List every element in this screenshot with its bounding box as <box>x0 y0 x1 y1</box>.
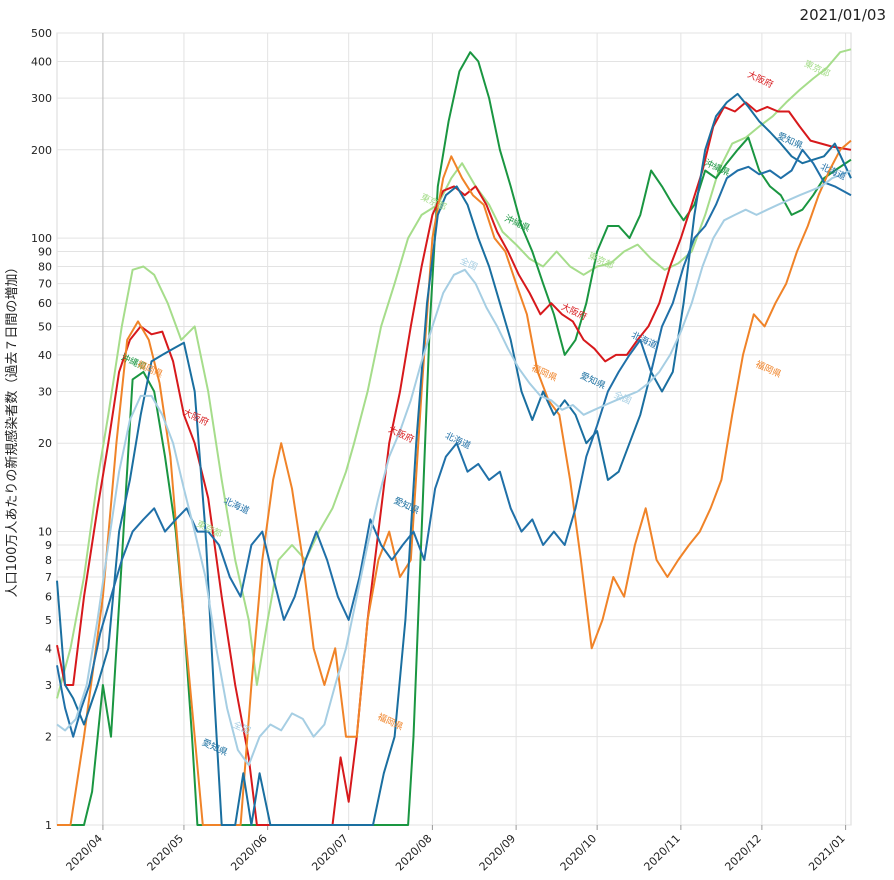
y-tick-label: 20 <box>38 437 52 450</box>
x-tick-label: 2020/10 <box>558 832 600 874</box>
series-label: 沖縄県 <box>503 212 533 234</box>
y-axis-label: 人口100万人あたりの新規感染者数（過去７日間の増加） <box>4 261 20 598</box>
y-tick-label: 3 <box>45 679 52 692</box>
series-line <box>56 169 852 767</box>
x-tick-label: 2020/06 <box>228 832 270 874</box>
y-tick-label: 100 <box>31 232 52 245</box>
x-tick-label: 2020/08 <box>393 832 435 874</box>
series-label: 東京都 <box>586 250 616 272</box>
series-label: 大阪府 <box>746 68 776 90</box>
y-tick-label: 90 <box>38 246 52 259</box>
series-label: 東京都 <box>195 518 225 540</box>
x-tick-label: 2020/11 <box>641 832 683 874</box>
series-line <box>57 51 852 826</box>
y-tick-label: 5 <box>45 614 52 627</box>
y-tick-label: 60 <box>38 297 52 310</box>
y-tick-label: 80 <box>38 261 52 274</box>
y-tick-label: 40 <box>38 349 52 362</box>
y-tick-label: 1 <box>45 819 52 832</box>
series-label: 愛知県 <box>392 494 422 516</box>
series-label: 愛知県 <box>578 369 608 391</box>
x-tick-label: 2020/07 <box>309 832 351 874</box>
series-label: 福岡県 <box>376 711 406 733</box>
y-tick-label: 7 <box>45 571 52 584</box>
y-tick-label: 30 <box>38 386 52 399</box>
y-tick-label: 10 <box>38 526 52 539</box>
y-tick-label: 500 <box>31 27 52 40</box>
y-tick-label: 400 <box>31 55 52 68</box>
y-tick-label: 50 <box>38 320 52 333</box>
series-label: 福岡県 <box>530 362 560 384</box>
series-layer <box>56 48 852 826</box>
series-label: 福岡県 <box>135 358 165 380</box>
series-line <box>56 92 852 826</box>
series-line <box>57 139 852 826</box>
x-tick-label: 2020/12 <box>722 832 764 874</box>
series-label: 北海道 <box>222 494 252 516</box>
x-tick-label: 2020/05 <box>145 832 187 874</box>
series-label: 愛知県 <box>775 130 805 152</box>
date-label: 2021/01/03 <box>799 6 886 24</box>
y-tick-label: 6 <box>45 591 52 604</box>
y-tick-label: 200 <box>31 144 52 157</box>
series-line <box>56 101 852 826</box>
x-tick-label: 2020/04 <box>64 832 106 874</box>
x-tick-label: 2020/09 <box>477 832 519 874</box>
series-label: 全国 <box>458 255 479 273</box>
series-line <box>56 148 852 738</box>
x-tick-label: 2021/01 <box>806 832 848 874</box>
series-label: 福岡県 <box>754 358 784 380</box>
series-label: 大阪府 <box>559 300 589 322</box>
plot-area <box>56 32 852 826</box>
y-tick-label: 9 <box>45 539 52 552</box>
y-tick-label: 300 <box>31 92 52 105</box>
y-tick-label: 70 <box>38 278 52 291</box>
grid <box>56 32 852 826</box>
y-tick-label: 2 <box>45 731 52 744</box>
series-labels: 東京都東京都東京都東京都沖縄県沖縄県沖縄県大阪府大阪府大阪府大阪府福岡県福岡県福… <box>119 58 848 759</box>
y-tick-label: 8 <box>45 554 52 567</box>
y-tick-label: 4 <box>45 642 52 655</box>
series-label: 愛知県 <box>200 736 230 758</box>
